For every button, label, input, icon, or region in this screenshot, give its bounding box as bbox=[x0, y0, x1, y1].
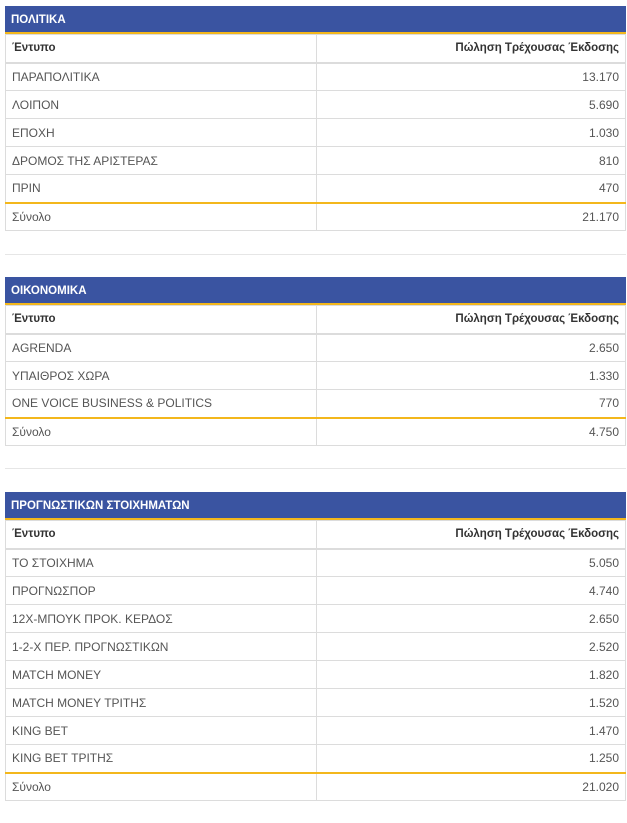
row-value: 770 bbox=[316, 389, 626, 418]
section-title: ΠΟΛΙΤΙΚΑ bbox=[5, 6, 626, 34]
section-politika: ΠΟΛΙΤΙΚΑ Έντυπο Πώληση Τρέχουσας Έκδοσης… bbox=[5, 6, 626, 231]
row-name: MATCH MONEY bbox=[5, 660, 317, 689]
total-row: Σύνολο 21.020 bbox=[5, 771, 626, 801]
table-header-row: Έντυπο Πώληση Τρέχουσας Έκδοσης bbox=[5, 305, 626, 335]
table-row: ΠΑΡΑΠΟΛΙΤΙΚΑ 13.170 bbox=[5, 62, 626, 91]
row-name: ΛΟΙΠΟΝ bbox=[5, 90, 317, 119]
table-row: ΠΡΙΝ 470 bbox=[5, 174, 626, 203]
row-value: 810 bbox=[316, 146, 626, 175]
total-row: Σύνολο 21.170 bbox=[5, 201, 626, 231]
row-name: KING BET ΤΡΙΤΗΣ bbox=[5, 744, 317, 773]
row-name: ONE VOICE BUSINESS & POLITICS bbox=[5, 389, 317, 418]
sales-table: Έντυπο Πώληση Τρέχουσας Έκδοσης AGRENDA … bbox=[5, 305, 626, 446]
section-title: ΠΡΟΓΝΩΣΤΙΚΩΝ ΣΤΟΙΧΗΜΑΤΩΝ bbox=[5, 492, 626, 520]
table-row: ΠΡΟΓΝΩΣΠΟΡ 4.740 bbox=[5, 576, 626, 605]
table-row: ΥΠΑΙΘΡΟΣ ΧΩΡΑ 1.330 bbox=[5, 361, 626, 390]
table-row: KING BET ΤΡΙΤΗΣ 1.250 bbox=[5, 744, 626, 773]
column-header-sales: Πώληση Τρέχουσας Έκδοσης bbox=[316, 305, 626, 335]
section-divider bbox=[5, 254, 626, 255]
row-value: 2.520 bbox=[316, 632, 626, 661]
row-name: ΤΟ ΣΤΟΙΧΗΜΑ bbox=[5, 548, 317, 577]
row-value: 1.820 bbox=[316, 660, 626, 689]
row-name: ΠΑΡΑΠΟΛΙΤΙΚΑ bbox=[5, 62, 317, 91]
row-value: 2.650 bbox=[316, 604, 626, 633]
table-row: 1-2-Χ ΠΕΡ. ΠΡΟΓΝΩΣΤΙΚΩΝ 2.520 bbox=[5, 632, 626, 661]
row-value: 1.520 bbox=[316, 688, 626, 717]
total-label: Σύνολο bbox=[5, 201, 317, 231]
table-row: KING BET 1.470 bbox=[5, 716, 626, 745]
row-name: 12Χ-ΜΠΟΥΚ ΠΡΟΚ. ΚΕΡΔΟΣ bbox=[5, 604, 317, 633]
section-divider bbox=[5, 468, 626, 469]
table-row: ΔΡΟΜΟΣ ΤΗΣ ΑΡΙΣΤΕΡΑΣ 810 bbox=[5, 146, 626, 175]
row-name: ΥΠΑΙΘΡΟΣ ΧΩΡΑ bbox=[5, 361, 317, 390]
column-header-sales: Πώληση Τρέχουσας Έκδοσης bbox=[316, 34, 626, 64]
table-row: AGRENDA 2.650 bbox=[5, 333, 626, 362]
row-value: 1.250 bbox=[316, 744, 626, 773]
table-row: ΛΟΙΠΟΝ 5.690 bbox=[5, 90, 626, 119]
row-value: 1.470 bbox=[316, 716, 626, 745]
row-name: ΔΡΟΜΟΣ ΤΗΣ ΑΡΙΣΤΕΡΑΣ bbox=[5, 146, 317, 175]
table-row: ΕΠΟΧΗ 1.030 bbox=[5, 118, 626, 147]
total-label: Σύνολο bbox=[5, 771, 317, 801]
sales-table: Έντυπο Πώληση Τρέχουσας Έκδοσης ΤΟ ΣΤΟΙΧ… bbox=[5, 520, 626, 801]
row-value: 1.030 bbox=[316, 118, 626, 147]
row-value: 4.740 bbox=[316, 576, 626, 605]
table-header-row: Έντυπο Πώληση Τρέχουσας Έκδοσης bbox=[5, 34, 626, 64]
total-row: Σύνολο 4.750 bbox=[5, 416, 626, 446]
row-name: 1-2-Χ ΠΕΡ. ΠΡΟΓΝΩΣΤΙΚΩΝ bbox=[5, 632, 317, 661]
table-row: 12Χ-ΜΠΟΥΚ ΠΡΟΚ. ΚΕΡΔΟΣ 2.650 bbox=[5, 604, 626, 633]
total-value: 4.750 bbox=[316, 416, 626, 446]
row-name: AGRENDA bbox=[5, 333, 317, 362]
row-value: 2.650 bbox=[316, 333, 626, 362]
column-header-item: Έντυπο bbox=[5, 305, 317, 335]
section-oikonomika: ΟΙΚΟΝΟΜΙΚΑ Έντυπο Πώληση Τρέχουσας Έκδοσ… bbox=[5, 277, 626, 446]
total-value: 21.020 bbox=[316, 771, 626, 801]
column-header-sales: Πώληση Τρέχουσας Έκδοσης bbox=[316, 520, 626, 550]
table-row: ΤΟ ΣΤΟΙΧΗΜΑ 5.050 bbox=[5, 548, 626, 577]
section-prognostika: ΠΡΟΓΝΩΣΤΙΚΩΝ ΣΤΟΙΧΗΜΑΤΩΝ Έντυπο Πώληση Τ… bbox=[5, 492, 626, 801]
row-name: ΠΡΙΝ bbox=[5, 174, 317, 203]
row-value: 5.050 bbox=[316, 548, 626, 577]
row-value: 13.170 bbox=[316, 62, 626, 91]
row-value: 1.330 bbox=[316, 361, 626, 390]
table-row: MATCH MONEY ΤΡΙΤΗΣ 1.520 bbox=[5, 688, 626, 717]
table-row: ONE VOICE BUSINESS & POLITICS 770 bbox=[5, 389, 626, 418]
sales-table: Έντυπο Πώληση Τρέχουσας Έκδοσης ΠΑΡΑΠΟΛΙ… bbox=[5, 34, 626, 231]
column-header-item: Έντυπο bbox=[5, 520, 317, 550]
total-label: Σύνολο bbox=[5, 416, 317, 446]
table-row: MATCH MONEY 1.820 bbox=[5, 660, 626, 689]
row-value: 470 bbox=[316, 174, 626, 203]
row-name: KING BET bbox=[5, 716, 317, 745]
row-name: ΠΡΟΓΝΩΣΠΟΡ bbox=[5, 576, 317, 605]
row-value: 5.690 bbox=[316, 90, 626, 119]
total-value: 21.170 bbox=[316, 201, 626, 231]
row-name: ΕΠΟΧΗ bbox=[5, 118, 317, 147]
table-header-row: Έντυπο Πώληση Τρέχουσας Έκδοσης bbox=[5, 520, 626, 550]
row-name: MATCH MONEY ΤΡΙΤΗΣ bbox=[5, 688, 317, 717]
column-header-item: Έντυπο bbox=[5, 34, 317, 64]
section-title: ΟΙΚΟΝΟΜΙΚΑ bbox=[5, 277, 626, 305]
